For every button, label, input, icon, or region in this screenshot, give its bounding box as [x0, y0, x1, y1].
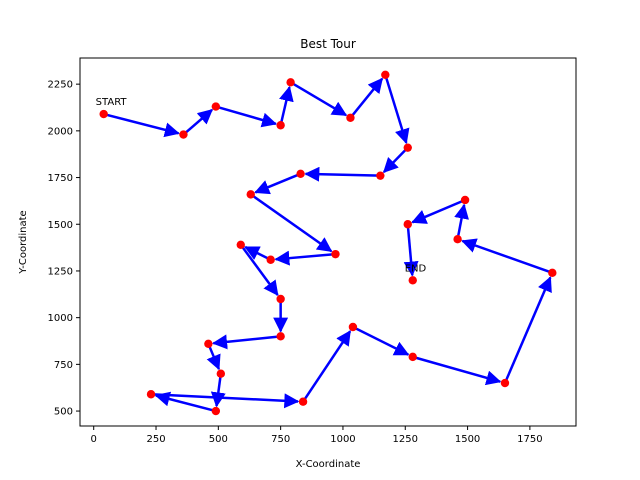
- city-point: [548, 268, 557, 278]
- tour-segment: [210, 373, 226, 408]
- y-tick-label: 1000: [48, 313, 73, 324]
- y-tick-label: 750: [54, 360, 73, 371]
- city-point: [331, 249, 340, 259]
- city-point: [296, 169, 305, 179]
- tour-segment: [349, 77, 384, 119]
- city-point: [211, 102, 221, 111]
- tour-segment: [454, 203, 469, 240]
- city-point: [460, 195, 470, 205]
- city-point: [99, 109, 108, 119]
- city-point: [276, 121, 285, 130]
- tour-segment: [382, 146, 409, 174]
- city-point: [381, 70, 390, 80]
- y-tick-label: 2000: [48, 126, 73, 137]
- tour-segment: [212, 334, 281, 350]
- tour-segment: [150, 392, 300, 409]
- city-point: [346, 113, 355, 122]
- city-point: [376, 171, 385, 180]
- x-tick-label: 1500: [455, 434, 480, 445]
- tour-segment: [503, 276, 552, 384]
- chart-title: Best Tour: [300, 37, 356, 51]
- x-tick-label: 750: [271, 434, 290, 445]
- x-tick-label: 1750: [517, 434, 542, 445]
- tour-segment: [403, 224, 419, 277]
- city-point: [179, 130, 188, 139]
- annotation-start: START: [96, 97, 128, 108]
- tour-segment: [384, 74, 410, 145]
- city-point: [204, 339, 213, 349]
- city-point: [453, 234, 462, 244]
- tour-segment: [244, 245, 272, 261]
- city-point: [408, 352, 417, 362]
- tour-segment: [304, 166, 381, 182]
- plot-frame: [79, 57, 577, 427]
- x-tick-label: 1250: [393, 434, 418, 445]
- tour-segment: [250, 193, 333, 253]
- tour-segment: [461, 238, 553, 275]
- plot-area: START END: [96, 70, 557, 416]
- y-tick-label: 2250: [48, 80, 73, 91]
- y-axis-label: Y-Coordinate: [18, 210, 29, 274]
- y-tick-label: 1250: [48, 266, 73, 277]
- tour-segment: [215, 105, 278, 128]
- x-tick-label: 500: [209, 434, 228, 445]
- x-tick-label: 0: [91, 434, 97, 445]
- y-tick-label: 500: [54, 407, 73, 418]
- annotation-end: END: [405, 263, 427, 274]
- tour-segment: [206, 343, 221, 371]
- y-tick-label: 1750: [48, 173, 73, 184]
- city-point: [266, 255, 275, 264]
- city-point: [403, 220, 412, 229]
- city-point: [276, 332, 285, 341]
- x-axis: 0 250 500 750 1000 1250 1500 1750: [91, 426, 543, 445]
- city-point: [236, 240, 245, 250]
- x-tick-label: 1000: [330, 434, 355, 445]
- tour-segment: [289, 81, 348, 117]
- tour-segment: [302, 330, 352, 403]
- y-axis: 500 750 1000 1250 1500 1750 2000 2250: [48, 80, 80, 418]
- tour-segment: [274, 250, 336, 266]
- city-point: [403, 143, 412, 152]
- city-point: [286, 78, 295, 87]
- city-point: [298, 397, 308, 406]
- tour-segment: [182, 108, 214, 136]
- city-point: [216, 369, 226, 378]
- city-point: [246, 190, 255, 199]
- tour-segment: [412, 355, 502, 386]
- tour-segment: [103, 112, 180, 138]
- tour-segment: [154, 391, 217, 413]
- tour-segment: [411, 198, 466, 224]
- city-point: [276, 294, 285, 304]
- tour-segment: [254, 172, 302, 195]
- x-axis-label: X-Coordinate: [296, 459, 361, 470]
- city-point: [146, 390, 156, 399]
- tour-segment: [279, 85, 294, 126]
- city-point: [408, 276, 417, 285]
- y-tick-label: 1500: [48, 220, 73, 231]
- city-point: [348, 322, 358, 332]
- tour-segment: [352, 325, 410, 356]
- city-point: [211, 406, 221, 416]
- x-tick-label: 250: [146, 434, 165, 445]
- tour-segment: [239, 244, 279, 296]
- city-point: [500, 378, 510, 388]
